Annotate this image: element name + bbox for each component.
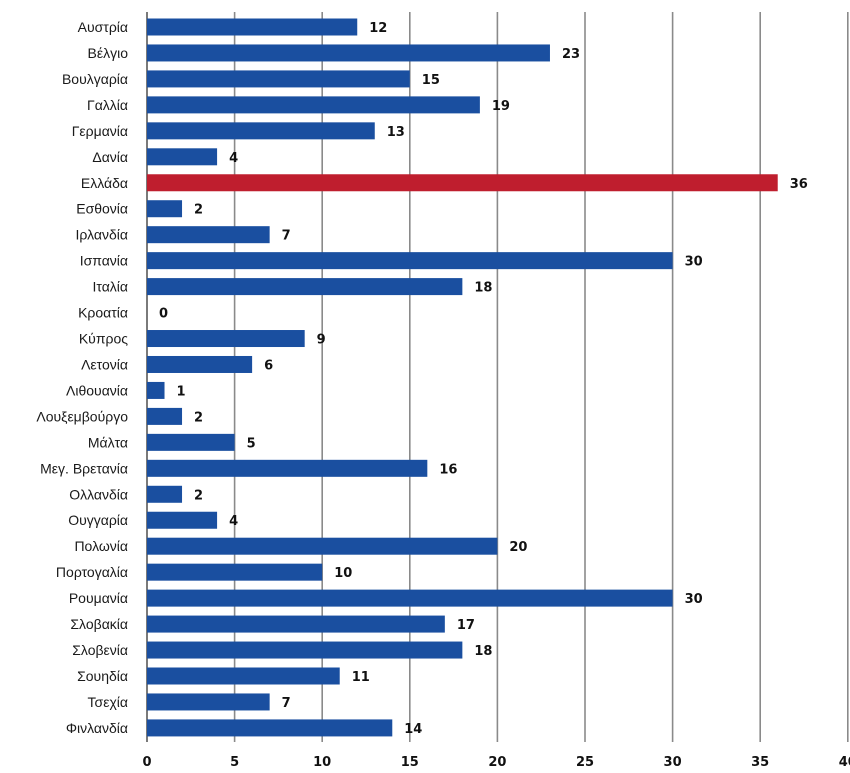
bar — [147, 719, 393, 737]
bar — [147, 589, 673, 607]
category-label: Κροατία — [78, 305, 128, 321]
bar — [147, 537, 498, 555]
category-label: Βέλγιο — [88, 45, 129, 61]
bar — [147, 355, 253, 373]
bar — [147, 511, 218, 529]
bar — [147, 330, 305, 348]
category-label: Πορτογαλία — [56, 564, 128, 580]
category-label: Σλοβακία — [70, 616, 128, 632]
category-label: Ισπανία — [80, 253, 128, 269]
category-label: Ολλανδία — [69, 486, 128, 502]
value-label: 20 — [509, 540, 527, 555]
bar — [147, 174, 778, 192]
category-label: Κύπρος — [79, 331, 128, 347]
bar — [147, 615, 445, 633]
bar — [147, 693, 270, 711]
bar — [147, 200, 183, 218]
category-label: Γερμανία — [72, 123, 128, 139]
bar — [147, 278, 463, 296]
bar — [147, 407, 183, 425]
x-tick-label: 30 — [664, 755, 682, 770]
bar — [147, 433, 235, 451]
bar — [147, 70, 410, 88]
bar — [147, 641, 463, 659]
bar — [147, 18, 358, 36]
value-label: 19 — [492, 99, 510, 114]
bar — [147, 252, 673, 270]
value-label: 4 — [229, 514, 238, 529]
value-label: 11 — [352, 670, 370, 685]
category-label: Μεγ. Βρετανία — [40, 460, 128, 476]
category-label: Ιρλανδία — [76, 227, 128, 243]
value-label: 18 — [474, 644, 492, 659]
value-label: 30 — [685, 592, 703, 607]
category-label: Τσεχία — [88, 694, 128, 710]
bar — [147, 226, 270, 244]
value-label: 18 — [474, 281, 492, 296]
value-label: 0 — [159, 307, 168, 322]
value-label: 2 — [194, 488, 203, 503]
x-tick-label: 0 — [142, 755, 151, 770]
value-label: 23 — [562, 47, 580, 62]
value-label: 9 — [317, 333, 326, 348]
x-tick-label: 25 — [576, 755, 594, 770]
value-label: 15 — [422, 73, 440, 88]
bar — [147, 563, 323, 581]
value-label: 14 — [404, 722, 422, 737]
value-label: 36 — [790, 177, 808, 192]
category-label: Αυστρία — [78, 19, 128, 35]
x-tick-label: 40 — [839, 755, 850, 770]
category-label: Πολωνία — [74, 538, 128, 554]
value-label: 17 — [457, 618, 475, 633]
bar — [147, 122, 375, 140]
x-tick-label: 15 — [401, 755, 419, 770]
category-label: Βουλγαρία — [62, 71, 128, 87]
category-label: Ελλάδα — [81, 175, 128, 191]
x-tick-label: 5 — [230, 755, 239, 770]
category-label: Δανία — [92, 149, 128, 165]
bar — [147, 667, 340, 685]
bar — [147, 459, 428, 477]
value-label: 2 — [194, 410, 203, 425]
bar — [147, 148, 218, 166]
bars — [147, 18, 778, 737]
category-label: Μάλτα — [88, 434, 128, 450]
value-label: 10 — [334, 566, 352, 581]
category-label: Φινλανδία — [66, 720, 128, 736]
category-label: Ρουμανία — [69, 590, 128, 606]
value-label: 7 — [282, 696, 291, 711]
value-label: 4 — [229, 151, 238, 166]
category-label: Σλοβενία — [72, 642, 128, 658]
x-tick-label: 35 — [751, 755, 769, 770]
bar — [147, 485, 183, 503]
x-tick-label: 10 — [313, 755, 331, 770]
category-label: Γαλλία — [87, 97, 128, 113]
value-label: 12 — [369, 21, 387, 36]
value-label: 2 — [194, 203, 203, 218]
value-label: 16 — [439, 462, 457, 477]
category-label: Ιταλία — [92, 279, 128, 295]
category-label: Σουηδία — [77, 668, 128, 684]
category-label: Λετονία — [81, 356, 128, 372]
category-label: Λουξεμβούργο — [36, 408, 128, 424]
value-label: 6 — [264, 358, 273, 373]
value-label: 7 — [282, 229, 291, 244]
bar — [147, 381, 165, 399]
x-tick-label: 20 — [488, 755, 506, 770]
value-label: 1 — [177, 384, 186, 399]
labels: 0510152025303540Αυστρία12Βέλγιο23Βουλγαρ… — [36, 19, 850, 770]
category-label: Ουγγαρία — [68, 512, 128, 528]
value-label: 30 — [685, 255, 703, 270]
category-label: Λιθουανία — [66, 382, 128, 398]
category-label: Εσθονία — [76, 201, 128, 217]
bar — [147, 96, 480, 114]
value-label: 13 — [387, 125, 405, 140]
value-label: 5 — [247, 436, 256, 451]
bar — [147, 44, 550, 62]
